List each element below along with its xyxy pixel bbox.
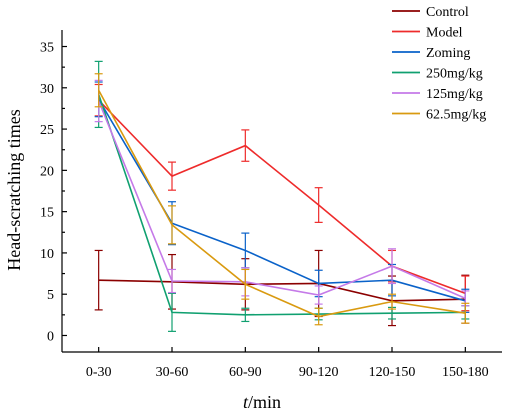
legend-label: Model <box>426 26 463 41</box>
x-tick-label: 90-120 <box>299 365 339 380</box>
x-tick-label: 150-180 <box>442 365 489 380</box>
y-tick-label: 10 <box>40 247 54 262</box>
legend: Control Model Zoming 250mg/kg 125mg/kg 62.5mg… <box>392 5 486 123</box>
x-axis: 0-30 30-60 60-90 90-120 120-150 150-180 <box>62 347 502 380</box>
series-line <box>97 98 466 302</box>
series-line <box>98 279 466 302</box>
y-tick-label: 15 <box>40 206 54 221</box>
x-axis-title-unit: /min <box>248 392 281 412</box>
series-250mg/kg <box>94 60 470 332</box>
legend-label: 125mg/kg <box>426 87 483 102</box>
y-tick-label: 20 <box>40 164 54 179</box>
series-line <box>97 100 466 300</box>
x-tick-label: 30-60 <box>156 365 189 380</box>
series-line <box>97 89 466 318</box>
x-axis-title-variable: t <box>243 392 249 412</box>
legend-item: 62.5mg/kg <box>392 108 486 123</box>
legend-item: 250mg/kg <box>392 67 483 82</box>
legend-item: Control <box>392 5 469 20</box>
x-tick-label: 60-90 <box>229 365 262 380</box>
plot-area <box>94 60 470 332</box>
legend-label: Zoming <box>426 46 470 61</box>
y-tick-label: 25 <box>40 123 54 138</box>
legend-label: Control <box>426 5 469 20</box>
legend-item: 125mg/kg <box>392 87 483 102</box>
legend-label: 250mg/kg <box>426 67 483 82</box>
y-tick-label: 0 <box>47 329 54 344</box>
legend-label: 62.5mg/kg <box>426 108 486 123</box>
y-axis: 0 5 10 15 20 25 30 35 <box>40 30 67 352</box>
x-tick-label: 0-30 <box>86 365 112 380</box>
series-line <box>97 94 466 316</box>
x-tick-label: 120-150 <box>369 365 416 380</box>
y-tick-label: 35 <box>40 41 54 56</box>
legend-item: Model <box>392 26 463 41</box>
series-62.5mg/kg <box>94 73 470 326</box>
x-axis-title: t/min <box>243 392 281 412</box>
legend-item: Zoming <box>392 46 470 61</box>
y-tick-label: 5 <box>47 288 54 303</box>
y-axis-title: Head-scratching times <box>4 109 24 270</box>
series-line <box>98 99 466 295</box>
series-Model <box>94 83 470 312</box>
y-tick-label: 30 <box>40 82 54 97</box>
series-Zoming <box>94 81 470 313</box>
